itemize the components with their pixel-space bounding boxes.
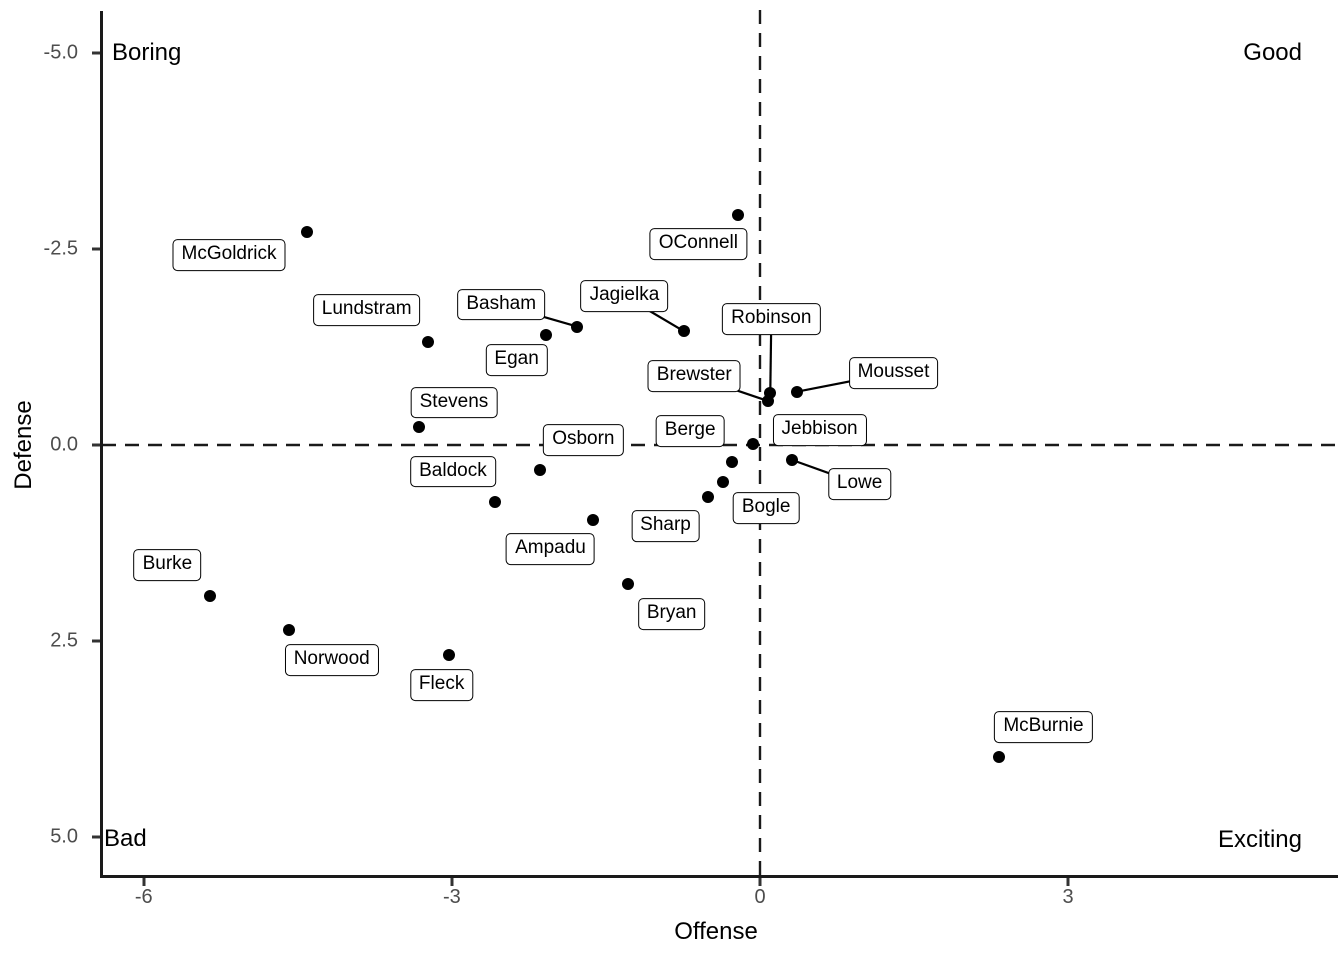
- point-label-mcgoldrick: McGoldrick: [172, 239, 286, 272]
- data-point-burke: [203, 590, 216, 603]
- x-tick-label--3: -3: [442, 886, 461, 908]
- quadrant-label-bad: Bad: [104, 825, 147, 852]
- data-point-osborn: [534, 464, 547, 477]
- data-point-mcburnie: [993, 751, 1006, 764]
- x-tick-mark-0: [758, 878, 762, 886]
- data-point-mcgoldrick: [301, 225, 314, 238]
- data-point-mousset: [790, 385, 803, 398]
- x-tick-mark--3: [450, 878, 454, 886]
- data-point-fleck: [442, 649, 455, 662]
- data-point-brewster: [762, 395, 775, 408]
- point-label-berge: Berge: [655, 414, 725, 447]
- y-axis-line: [100, 11, 103, 878]
- point-label-jagielka: Jagielka: [580, 280, 669, 312]
- data-point-bogle: [717, 475, 730, 488]
- point-label-bogle: Bogle: [732, 491, 800, 524]
- point-label-sharp: Sharp: [631, 509, 700, 542]
- point-label-mcburnie: McBurnie: [994, 711, 1093, 744]
- point-label-lundstram: Lundstram: [312, 294, 421, 327]
- point-label-osborn: Osborn: [543, 424, 624, 457]
- data-point-bryan: [621, 577, 634, 590]
- y-tick-mark-0.0: [92, 443, 100, 447]
- point-label-lowe: Lowe: [827, 468, 892, 501]
- y-tick-mark-5.0: [92, 835, 100, 839]
- data-point-oconnell: [732, 209, 745, 222]
- data-point-norwood: [282, 624, 295, 637]
- y-tick-mark--5.0: [92, 51, 100, 55]
- y-tick-label-0.0: 0.0: [50, 433, 78, 456]
- x-tick-label-3: 3: [1062, 886, 1074, 908]
- point-label-norwood: Norwood: [284, 643, 379, 676]
- y-axis-title: Defense: [10, 400, 37, 490]
- quadrant-label-good: Good: [1243, 39, 1302, 66]
- point-label-mousset: Mousset: [848, 356, 939, 389]
- point-label-fleck: Fleck: [409, 668, 474, 701]
- point-label-basham: Basham: [457, 288, 546, 321]
- data-point-egan: [540, 329, 553, 342]
- data-point-berge: [726, 456, 739, 469]
- data-point-lowe: [785, 453, 798, 466]
- x-axis-title: Offense: [674, 918, 758, 945]
- point-label-baldock: Baldock: [410, 455, 496, 488]
- quadrant-label-boring: Boring: [112, 39, 182, 66]
- data-point-lundstram: [422, 336, 435, 349]
- y-tick-label-2.5: 2.5: [50, 629, 78, 652]
- quadrant-label-exciting: Exciting: [1217, 826, 1302, 853]
- data-point-ampadu: [586, 514, 599, 527]
- point-label-oconnell: OConnell: [649, 228, 747, 261]
- x-tick-mark-3: [1066, 878, 1070, 886]
- point-label-ampadu: Ampadu: [506, 533, 595, 566]
- point-label-brewster: Brewster: [647, 360, 741, 392]
- point-label-robinson: Robinson: [722, 302, 821, 335]
- point-label-jebbison: Jebbison: [772, 414, 867, 446]
- y-tick-mark-2.5: [92, 639, 100, 643]
- x-tick-mark--6: [142, 878, 146, 886]
- point-label-stevens: Stevens: [410, 386, 498, 419]
- x-tick-label-0: 0: [754, 886, 766, 908]
- point-label-burke: Burke: [133, 549, 202, 581]
- data-point-baldock: [489, 496, 502, 509]
- data-point-basham: [571, 320, 584, 333]
- data-point-jagielka: [678, 325, 690, 338]
- data-point-sharp: [701, 490, 714, 503]
- y-tick-label--2.5: -2.5: [43, 237, 78, 260]
- y-tick-label--5.0: -5.0: [43, 41, 78, 64]
- data-point-jebbison: [746, 438, 759, 451]
- y-tick-mark--2.5: [92, 247, 100, 251]
- point-label-bryan: Bryan: [637, 598, 706, 631]
- x-tick-label--6: -6: [134, 886, 153, 908]
- data-point-stevens: [413, 420, 426, 433]
- x-axis-line: [100, 875, 1338, 878]
- y-tick-label-5.0: 5.0: [50, 825, 78, 848]
- point-label-egan: Egan: [485, 344, 548, 377]
